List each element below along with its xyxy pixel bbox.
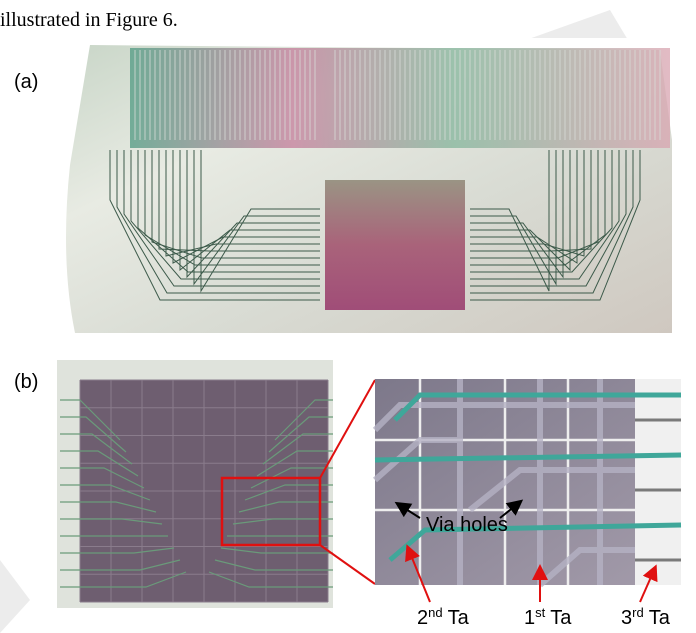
- layer-label: 1st Ta: [524, 605, 572, 629]
- layer-sup: rd: [632, 605, 644, 620]
- layer-number: 3: [621, 607, 632, 629]
- page: illustrated in Figure 6. (a) (b): [0, 0, 696, 633]
- layer-name: Ta: [649, 607, 671, 629]
- photo-b-left: [57, 360, 375, 608]
- layer-label: 2nd Ta: [417, 605, 470, 629]
- layer-number: 2: [417, 607, 428, 629]
- panel-label: (b): [14, 371, 38, 393]
- watermark: [0, 560, 30, 633]
- layer-number: 1: [524, 607, 535, 629]
- photo-a: [57, 38, 683, 333]
- photo-b-zoom: [375, 379, 681, 585]
- layer-sup: st: [535, 605, 546, 620]
- body-text: illustrated in Figure 6.: [0, 9, 178, 31]
- layer-sup: nd: [428, 605, 442, 620]
- layer-name: Ta: [448, 607, 470, 629]
- annotation: Via holes: [426, 514, 508, 536]
- panel-label: (a): [14, 71, 38, 93]
- layer-label: 3rd Ta: [621, 605, 671, 629]
- layer-name: Ta: [550, 607, 572, 629]
